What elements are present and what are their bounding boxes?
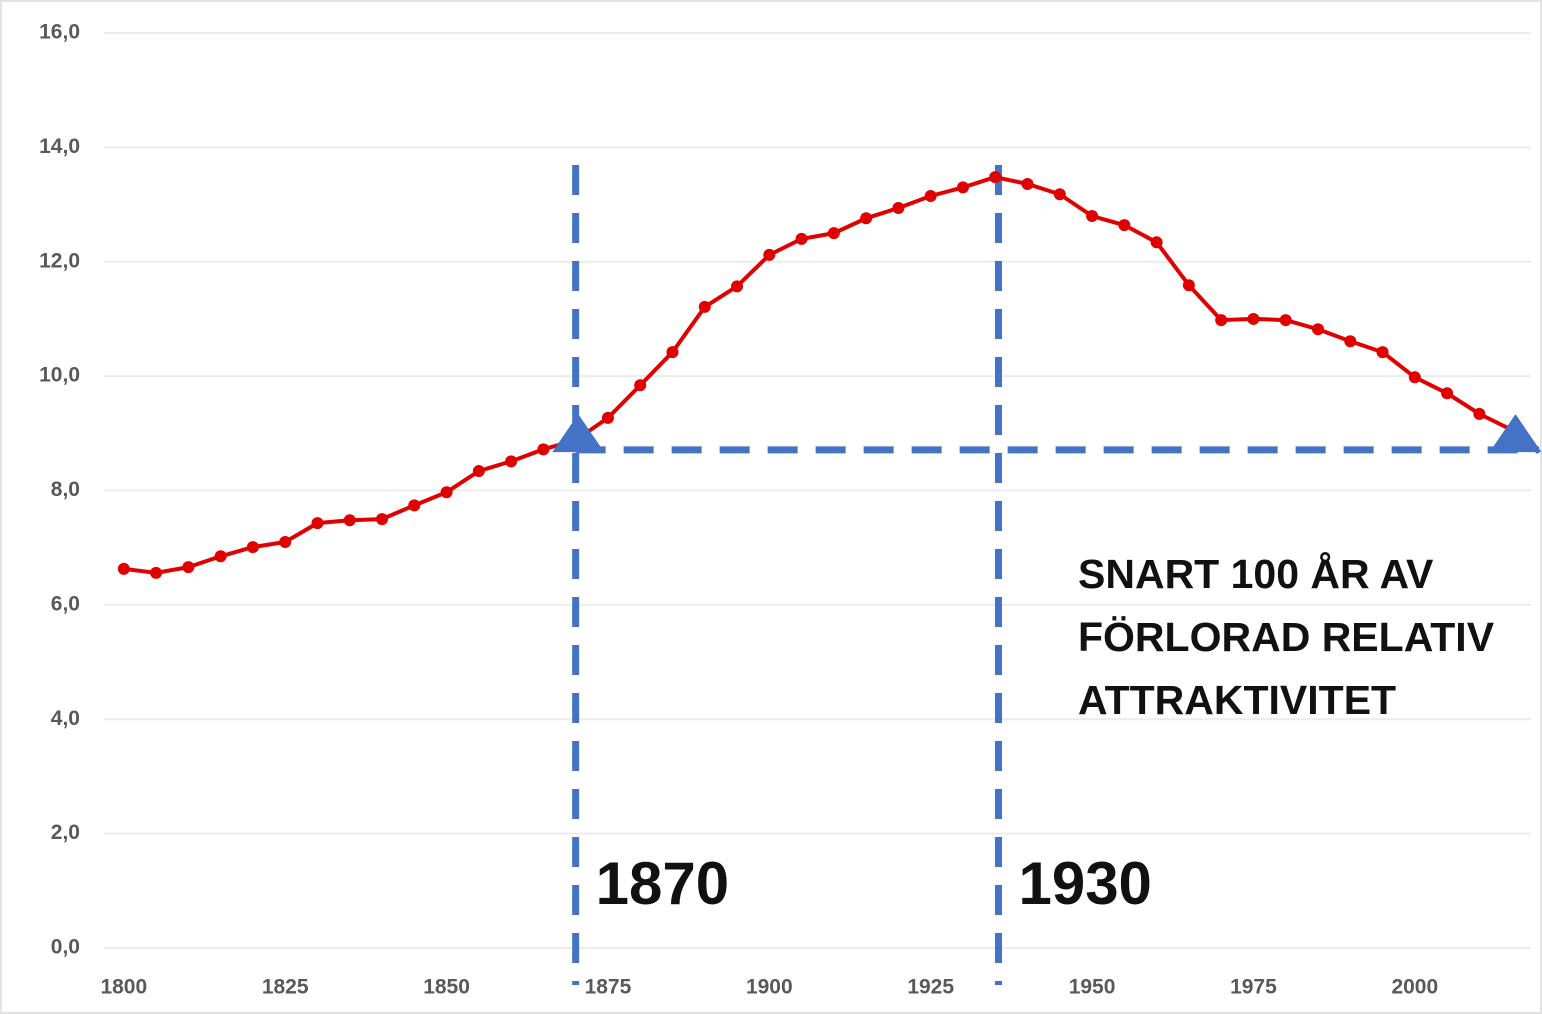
y-tick-label: 6,0 (51, 592, 80, 615)
x-tick-label: 1875 (585, 976, 632, 999)
data-point (924, 189, 937, 202)
data-point (311, 517, 324, 530)
data-point (989, 171, 1002, 184)
data-point (279, 535, 292, 548)
data-point (1182, 279, 1195, 292)
x-tick-label: 1925 (907, 976, 954, 999)
reference-label: 1870 (596, 850, 729, 917)
data-point (472, 465, 485, 478)
data-point (1053, 188, 1066, 201)
data-point (795, 232, 808, 245)
data-point (1118, 219, 1131, 232)
data-point (1408, 371, 1421, 384)
data-point (1086, 210, 1099, 222)
data-point (1150, 236, 1163, 249)
x-tick-label: 1900 (746, 976, 793, 999)
data-point (1344, 335, 1357, 348)
data-point (117, 562, 130, 575)
annotation: FÖRLORAD RELATIV (1078, 614, 1495, 660)
y-tick-label: 2,0 (51, 821, 80, 844)
data-point (1441, 387, 1454, 400)
data-point (1473, 407, 1486, 420)
x-tick-label: 1850 (423, 976, 470, 999)
y-tick-label: 10,0 (39, 364, 80, 387)
x-tick-label: 1825 (262, 976, 309, 999)
data-point (537, 443, 550, 456)
y-tick-label: 8,0 (51, 478, 80, 501)
triangle-marker (552, 414, 605, 453)
data-point (731, 280, 744, 293)
data-point (376, 513, 389, 526)
data-point (343, 514, 356, 527)
data-point (956, 181, 969, 194)
x-tick-label: 1950 (1069, 976, 1116, 999)
y-tick-label: 16,0 (39, 21, 80, 44)
x-tick-label: 1975 (1230, 976, 1277, 999)
data-point (601, 411, 614, 424)
data-point (666, 346, 679, 359)
data-point (408, 499, 421, 512)
data-point (827, 227, 840, 240)
y-tick-label: 12,0 (39, 249, 80, 272)
data-point (182, 561, 195, 574)
data-point (1021, 177, 1034, 190)
y-tick-label: 14,0 (39, 135, 80, 158)
data-point (246, 541, 259, 554)
data-point (150, 566, 163, 579)
data-point (1376, 346, 1389, 359)
data-point (892, 201, 905, 214)
reference-label: 1930 (1018, 850, 1151, 917)
annotation: ATTRAKTIVITET (1078, 677, 1396, 723)
data-point (634, 379, 647, 392)
y-tick-label: 4,0 (51, 707, 80, 730)
data-point (1311, 323, 1324, 336)
data-point (763, 248, 776, 261)
data-point (1247, 312, 1260, 325)
data-point (860, 212, 873, 225)
annotation: SNART 100 ÅR AV (1078, 551, 1434, 597)
triangle-marker (1489, 414, 1542, 453)
data-point (440, 486, 453, 499)
x-tick-label: 2000 (1391, 976, 1438, 999)
y-tick-label: 0,0 (51, 936, 80, 959)
data-point (1215, 314, 1228, 327)
data-point (1279, 314, 1292, 327)
data-point (505, 455, 518, 468)
x-tick-label: 1800 (100, 976, 147, 999)
data-point (214, 550, 227, 563)
data-point (698, 300, 711, 313)
